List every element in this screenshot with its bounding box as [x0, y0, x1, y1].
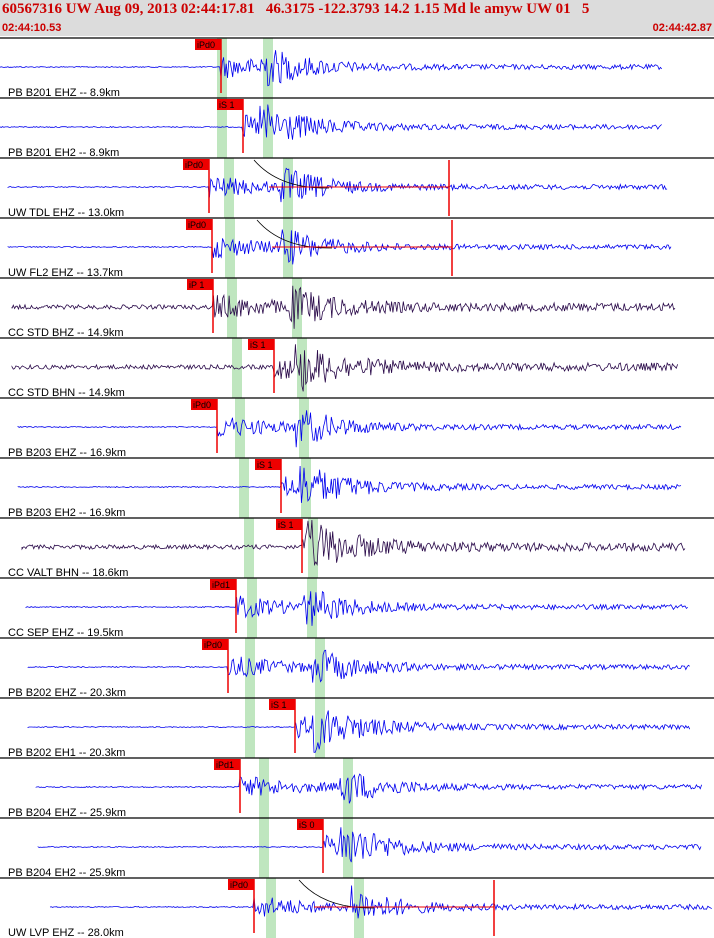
waveform-trace[interactable] [17, 410, 682, 448]
s-arrival-band [263, 38, 273, 98]
header-bar: 60567316 UW Aug 09, 2013 02:44:17.81 46.… [0, 0, 714, 36]
p-arrival-band [245, 698, 255, 758]
s-arrival-band [283, 218, 293, 278]
pick-flag[interactable] [210, 579, 236, 590]
waveform-trace[interactable] [49, 885, 712, 919]
s-arrival-band [343, 758, 353, 818]
pick-label: iPd1 [212, 580, 230, 590]
time-start: 02:44:10.53 [2, 22, 62, 34]
waveform-trace[interactable] [25, 590, 688, 626]
p-arrival-band [245, 638, 255, 698]
trace-label: CC STD BHN -- 14.9km [8, 387, 125, 399]
pick-label: iP 1 [189, 280, 204, 290]
trace-label: UW TDL EHZ -- 13.0km [8, 207, 124, 219]
waveform-trace[interactable] [35, 773, 702, 804]
trace-label: CC SEP EHZ -- 19.5km [8, 627, 123, 639]
pick-flag[interactable] [195, 39, 221, 50]
trace-label: CC STD BHZ -- 14.9km [8, 327, 124, 339]
s-arrival-band [283, 158, 293, 218]
pick-flag[interactable] [255, 459, 281, 470]
p-arrival-band [227, 278, 237, 338]
waveform-trace[interactable] [37, 827, 702, 863]
s-arrival-band [292, 278, 302, 338]
p-arrival-band [239, 458, 249, 518]
pick-flag[interactable] [269, 699, 295, 710]
event-title: 60567316 UW Aug 09, 2013 02:44:17.81 46.… [2, 1, 590, 17]
trace-label: UW FL2 EHZ -- 13.7km [8, 267, 123, 279]
trace-label: CC VALT BHN -- 18.6km [8, 567, 128, 579]
trace-label: PB B202 EH1 -- 20.3km [8, 747, 125, 759]
time-end: 02:44:42.87 [652, 22, 712, 34]
coda-curve [253, 159, 330, 189]
pick-flag[interactable] [191, 399, 217, 410]
waveform-trace[interactable] [27, 710, 691, 753]
waveform-trace[interactable] [11, 285, 676, 329]
coda-curve [298, 879, 375, 909]
waveform-trace[interactable] [7, 229, 672, 265]
p-arrival-band [266, 878, 276, 938]
pick-label: iS 1 [257, 460, 273, 470]
pick-flag[interactable] [202, 639, 228, 650]
p-arrival-band [235, 398, 245, 458]
pick-label: iS 1 [271, 700, 287, 710]
pick-flag[interactable] [228, 879, 254, 890]
p-arrival-band [247, 578, 257, 638]
coda-curve [256, 219, 333, 249]
s-arrival-band [315, 698, 325, 758]
pick-label: iPd0 [193, 400, 211, 410]
waveform-trace[interactable] [0, 50, 663, 87]
s-arrival-band [343, 818, 353, 878]
s-arrival-band [297, 338, 307, 398]
pick-label: iS 0 [299, 820, 315, 830]
p-arrival-band [259, 818, 269, 878]
trace-label: PB B201 EH2 -- 8.9km [8, 147, 119, 159]
s-arrival-band [299, 398, 309, 458]
s-arrival-band [315, 638, 325, 698]
trace-label: PB B204 EHZ -- 25.9km [8, 807, 126, 819]
pick-flag[interactable] [297, 819, 323, 830]
pick-label: iS 1 [219, 100, 235, 110]
pick-label: iPd0 [204, 640, 222, 650]
pick-flag[interactable] [276, 519, 302, 530]
pick-flag[interactable] [214, 759, 240, 770]
pick-label: iS 1 [278, 520, 294, 530]
waveform-trace[interactable] [17, 465, 682, 503]
pick-flag[interactable] [183, 159, 209, 170]
trace-label: PB B202 EHZ -- 20.3km [8, 687, 126, 699]
p-arrival-band [259, 758, 269, 818]
waveform-trace[interactable] [7, 167, 668, 203]
trace-label: PB B203 EH2 -- 16.9km [8, 507, 125, 519]
s-arrival-band [263, 98, 273, 158]
s-arrival-band [354, 878, 364, 938]
trace-label: UW LVP EHZ -- 28.0km [8, 927, 124, 938]
s-arrival-band [307, 578, 317, 638]
waveform-trace[interactable] [11, 344, 678, 392]
pick-flag[interactable] [248, 339, 274, 350]
pick-label: iPd0 [230, 880, 248, 890]
pick-flag[interactable] [186, 219, 212, 230]
pick-flag[interactable] [217, 99, 243, 110]
p-arrival-band [217, 98, 227, 158]
waveform-trace[interactable] [0, 104, 662, 140]
pick-label: iPd1 [216, 760, 234, 770]
trace-label: PB B201 EHZ -- 8.9km [8, 87, 120, 99]
pick-label: iPd0 [185, 160, 203, 170]
s-arrival-band [301, 458, 311, 518]
waveform-trace[interactable] [27, 649, 690, 683]
pick-label: iPd0 [197, 40, 215, 50]
trace-label: PB B203 EHZ -- 16.9km [8, 447, 126, 459]
pick-label: iS 1 [250, 340, 266, 350]
pick-label: iPd0 [188, 220, 206, 230]
p-arrival-band [225, 218, 235, 278]
pick-flag[interactable] [187, 279, 213, 290]
trace-label: PB B204 EH2 -- 25.9km [8, 867, 125, 879]
p-arrival-band [244, 518, 254, 578]
waveform-trace[interactable] [21, 519, 686, 567]
